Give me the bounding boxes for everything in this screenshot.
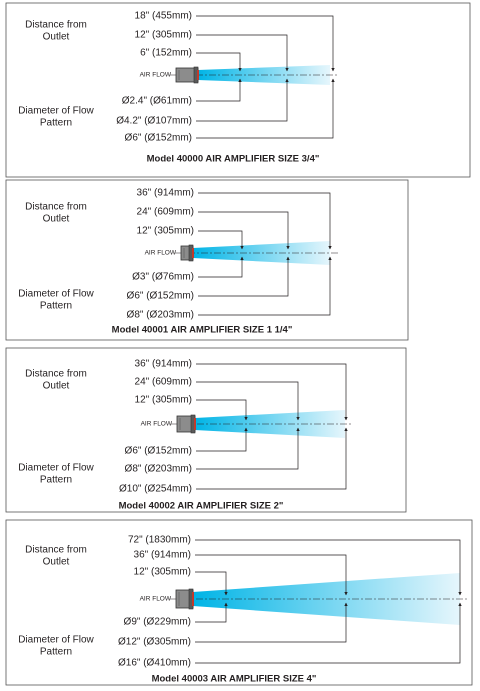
air-flow-cone: [195, 410, 345, 438]
diameter-leader: [196, 78, 289, 122]
distance-leader: [196, 34, 289, 72]
air-flow-cone: [193, 241, 330, 265]
distance-leader: [198, 211, 290, 250]
diameter-leader: [196, 427, 348, 490]
distance-leader: [198, 192, 332, 250]
distance-label: 24" (609mm): [135, 377, 192, 388]
diameter-label: Ø6" (Ø152mm): [125, 446, 192, 457]
distance-label: 36" (914mm): [134, 550, 191, 561]
air-amplifier-icon: [180, 244, 194, 262]
diameter-label: Ø9" (Ø229mm): [124, 617, 191, 628]
diameter-label: Ø12" (Ø305mm): [118, 637, 191, 648]
diameter-label: Ø3" (Ø76mm): [132, 272, 194, 283]
distance-label: 36" (914mm): [137, 188, 194, 199]
air-amplifier-icon: [175, 588, 194, 610]
air-amplifier-icon: [176, 414, 196, 434]
distance-leader: [196, 363, 348, 421]
distance-leader: [196, 399, 248, 421]
distance-leader: [195, 554, 348, 596]
distance-heading: Distance from: [25, 369, 87, 380]
model-caption: Model 40000 AIR AMPLIFIER SIZE 3/4": [147, 154, 320, 165]
diameter-label: Ø2.4" (Ø61mm): [122, 96, 192, 107]
distance-heading-line2: Outlet: [43, 381, 70, 392]
air-flow-label: AIR FLOW: [145, 250, 177, 257]
distance-heading: Distance from: [25, 545, 87, 556]
distance-label: 72" (1830mm): [128, 535, 191, 546]
diameter-heading-line2: Pattern: [40, 118, 72, 129]
diameter-label: Ø8" (Ø203mm): [125, 464, 192, 475]
diameter-leader: [195, 602, 348, 643]
diameter-leader: [195, 602, 228, 623]
diameter-leader: [196, 427, 248, 452]
distance-leader: [198, 230, 244, 250]
distance-label: 12" (305mm): [137, 226, 194, 237]
diameter-label: Ø6" (Ø152mm): [125, 133, 192, 144]
distance-heading-line2: Outlet: [43, 557, 70, 568]
diameter-leader: [196, 78, 335, 139]
diameter-leader: [198, 256, 332, 316]
distance-leader: [195, 571, 228, 596]
panel-border: [5, 179, 409, 341]
diameter-label: Ø10" (Ø254mm): [119, 484, 192, 495]
diameter-label: Ø4.2" (Ø107mm): [116, 116, 192, 127]
distance-leader: [196, 52, 242, 72]
distance-label: 6" (152mm): [140, 48, 192, 59]
air-amplifier-icon: [175, 66, 199, 84]
panel-border: [5, 347, 407, 513]
diameter-leader: [198, 256, 244, 278]
distance-label: 12" (305mm): [135, 30, 192, 41]
distance-heading: Distance from: [25, 20, 87, 31]
diameter-label: Ø16" (Ø410mm): [118, 658, 191, 669]
distance-label: 12" (305mm): [135, 395, 192, 406]
diameter-heading-line2: Pattern: [40, 301, 72, 312]
diameter-heading-line2: Pattern: [40, 475, 72, 486]
air-flow-label: AIR FLOW: [141, 421, 173, 428]
diameter-leader: [196, 427, 300, 470]
distance-leader: [195, 539, 462, 596]
distance-leader: [196, 381, 300, 421]
distance-label: 24" (609mm): [137, 207, 194, 218]
diameter-heading-line2: Pattern: [40, 647, 72, 658]
air-flow-label: AIR FLOW: [140, 596, 172, 603]
distance-heading-line2: Outlet: [43, 214, 70, 225]
distance-heading-line2: Outlet: [43, 32, 70, 43]
distance-heading: Distance from: [25, 202, 87, 213]
model-caption: Model 40002 AIR AMPLIFIER SIZE 2": [119, 501, 284, 512]
diameter-leader: [196, 78, 242, 102]
model-caption: Model 40001 AIR AMPLIFIER SIZE 1 1/4": [112, 325, 293, 336]
diameter-heading: Diameter of Flow: [18, 463, 94, 474]
distance-label: 36" (914mm): [135, 359, 192, 370]
diameter-label: Ø6" (Ø152mm): [127, 291, 194, 302]
diameter-heading: Diameter of Flow: [18, 635, 94, 646]
diameter-leader: [195, 602, 462, 664]
diameter-heading: Diameter of Flow: [18, 289, 94, 300]
diameter-label: Ø8" (Ø203mm): [127, 310, 194, 321]
panel-border: [5, 519, 473, 686]
panel-border: [5, 2, 471, 178]
diameter-heading: Diameter of Flow: [18, 106, 94, 117]
distance-leader: [196, 15, 335, 72]
distance-label: 18" (455mm): [135, 11, 192, 22]
model-caption: Model 40003 AIR AMPLIFIER SIZE 4": [152, 674, 317, 685]
diameter-leader: [198, 256, 290, 297]
air-flow-label: AIR FLOW: [140, 72, 172, 79]
distance-label: 12" (305mm): [134, 567, 191, 578]
